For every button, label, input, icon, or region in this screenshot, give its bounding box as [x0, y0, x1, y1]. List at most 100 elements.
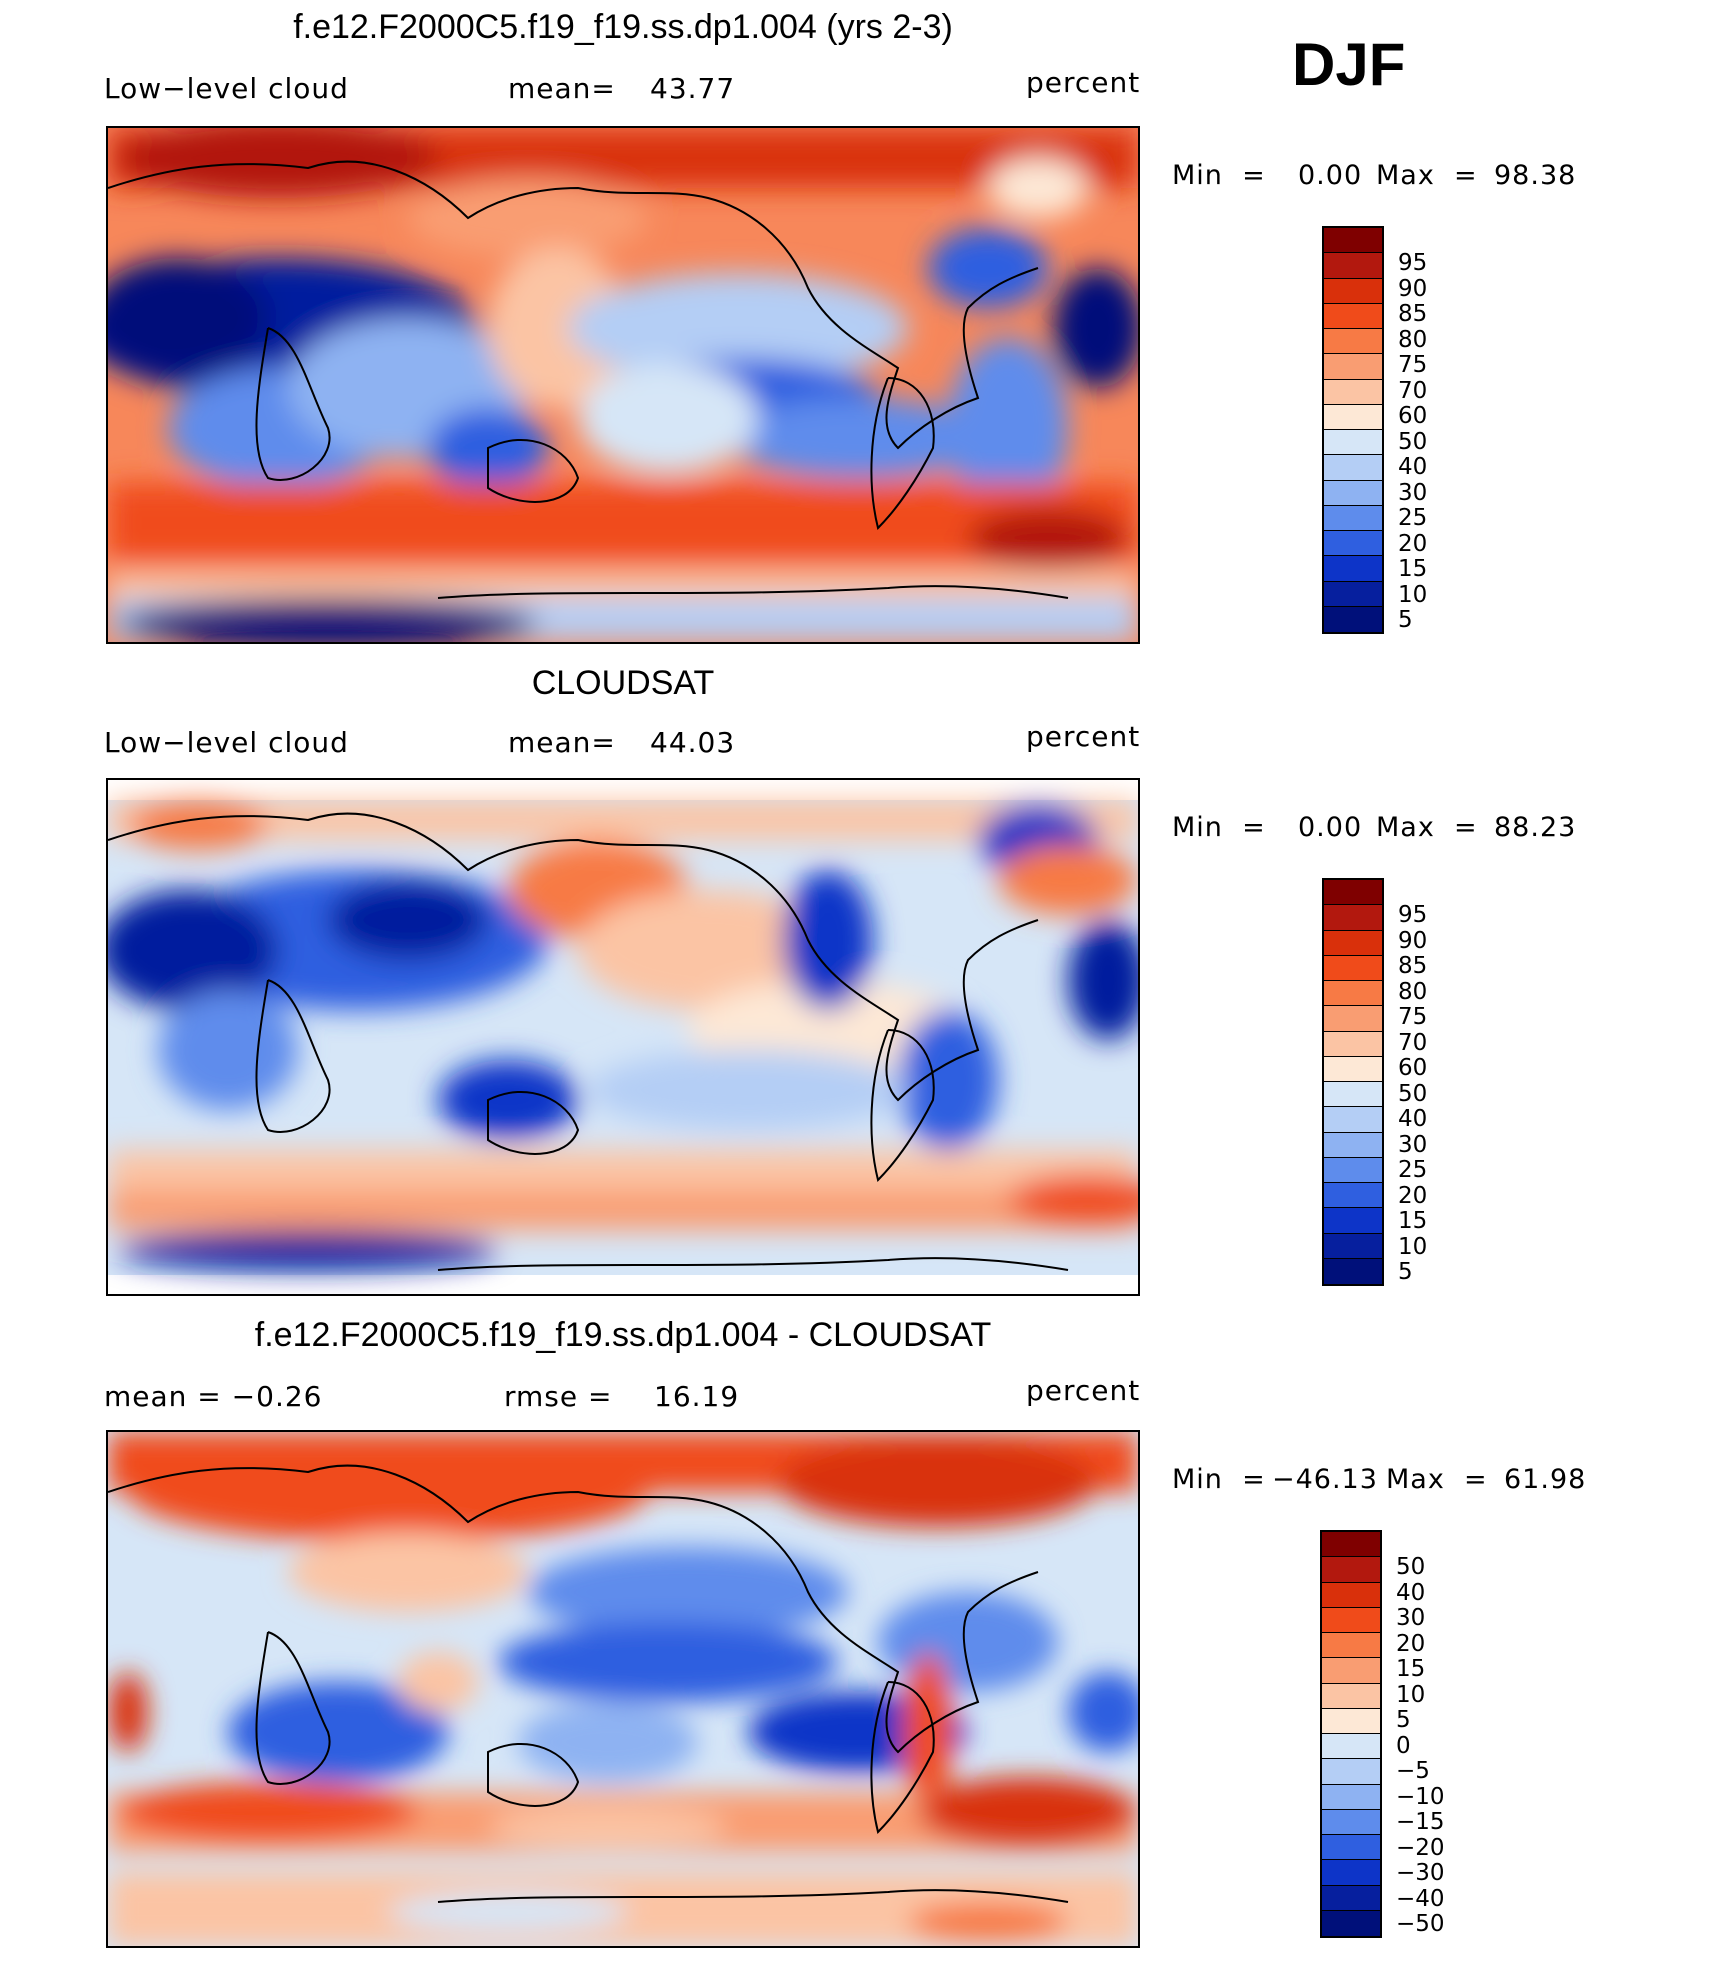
panel-3-map-field	[108, 1432, 1138, 1946]
colorbar-label: 40	[1398, 1106, 1428, 1133]
colorbar-label: 20	[1398, 530, 1428, 557]
colorbar-swatch	[1324, 1208, 1382, 1234]
colorbar-label: −20	[1396, 1834, 1445, 1861]
colorbar-label: 60	[1398, 403, 1428, 430]
panel-3-max-label: Max =	[1386, 1464, 1488, 1495]
colorbar-swatch	[1324, 228, 1382, 254]
colorbar-label: 60	[1398, 1055, 1428, 1082]
colorbar-swatch	[1324, 1258, 1382, 1284]
panel-2-title: CLOUDSAT	[531, 664, 715, 702]
colorbar-swatch	[1324, 1183, 1382, 1209]
colorbar-swatch	[1324, 278, 1382, 304]
colorbar-swatch	[1324, 354, 1382, 380]
panel-1-units: percent	[1026, 66, 1141, 99]
colorbar-label: −50	[1396, 1911, 1445, 1938]
colorbar-swatch	[1324, 1056, 1382, 1082]
colorbar-label: 50	[1396, 1554, 1426, 1581]
panel-3-title: f.e12.F2000C5.f19_f19.ss.dp1.004 - CLOUD…	[254, 1316, 992, 1354]
colorbar-label: 10	[1398, 1233, 1428, 1260]
colorbar-label: 5	[1398, 607, 1413, 634]
colorbar-label: 70	[1398, 1029, 1428, 1056]
panel-2-variable: Low−level cloud	[104, 726, 349, 759]
colorbar-swatch	[1324, 1233, 1382, 1259]
colorbar-swatch	[1324, 930, 1382, 956]
colorbar-swatch	[1324, 1132, 1382, 1158]
colorbar-swatch	[1324, 480, 1382, 506]
colorbar-label: 70	[1398, 377, 1428, 404]
colorbar-label: 90	[1398, 927, 1428, 954]
panel-1-min-label: Min =	[1172, 160, 1266, 191]
panel-3-min-value: −46.13	[1272, 1464, 1378, 1495]
panel-2-min-value: 0.00	[1298, 812, 1363, 843]
colorbar-label: 10	[1398, 581, 1428, 608]
colorbar-label: 30	[1398, 1131, 1428, 1158]
panel-2-min-label: Min =	[1172, 812, 1266, 843]
colorbar-swatch	[1324, 556, 1382, 582]
colorbar-label: 85	[1398, 301, 1428, 328]
colorbar-label: 15	[1396, 1656, 1426, 1683]
colorbar-label: 50	[1398, 1080, 1428, 1107]
colorbar-label: 20	[1398, 1182, 1428, 1209]
panel-2-map-field	[108, 780, 1138, 1294]
panel-1-map-field	[108, 128, 1138, 642]
panel-3-colorbar	[1320, 1530, 1382, 1938]
colorbar-swatch	[1324, 253, 1382, 279]
colorbar-swatch	[1324, 1157, 1382, 1183]
panel-3-map	[106, 1430, 1140, 1948]
colorbar-swatch	[1322, 1708, 1380, 1734]
panel-3-min-label: Min =	[1172, 1464, 1266, 1495]
colorbar-swatch	[1322, 1582, 1380, 1608]
colorbar-label: 15	[1398, 556, 1428, 583]
colorbar-label: 40	[1398, 454, 1428, 481]
colorbar-swatch	[1324, 505, 1382, 531]
panel-1-mean-label: mean=	[508, 72, 616, 105]
colorbar-label: 40	[1396, 1579, 1426, 1606]
colorbar-swatch	[1322, 1683, 1380, 1709]
colorbar-label: −15	[1396, 1809, 1445, 1836]
colorbar-swatch	[1322, 1784, 1380, 1810]
colorbar-swatch	[1322, 1759, 1380, 1785]
colorbar-swatch	[1322, 1835, 1380, 1861]
panel-3-mean: mean = −0.26	[104, 1380, 323, 1413]
colorbar-label: 20	[1396, 1630, 1426, 1657]
panel-2-colorbar	[1322, 878, 1384, 1286]
season-label: DJF	[1292, 31, 1406, 98]
panel-2-mean-value: 44.03	[650, 726, 736, 759]
colorbar-swatch	[1324, 303, 1382, 329]
colorbar-swatch	[1324, 1031, 1382, 1057]
panel-1-variable: Low−level cloud	[104, 72, 349, 105]
colorbar-swatch	[1324, 1107, 1382, 1133]
panel-1-coastlines	[108, 160, 1069, 599]
colorbar-swatch	[1324, 981, 1382, 1007]
panel-3-max-value: 61.98	[1504, 1464, 1587, 1495]
colorbar-label: −40	[1396, 1885, 1445, 1912]
colorbar-swatch	[1324, 581, 1382, 607]
panel-1-colorbar-labels: 95 90 85 80 75 70 60 50 40 30 25 20 15 10 5	[1398, 240, 1458, 633]
colorbar-swatch	[1322, 1658, 1380, 1684]
colorbar-label: 80	[1398, 978, 1428, 1005]
colorbar-label: 10	[1396, 1681, 1426, 1708]
colorbar-swatch	[1324, 1082, 1382, 1108]
colorbar-label: 85	[1398, 953, 1428, 980]
colorbar-label: 30	[1398, 479, 1428, 506]
colorbar-swatch	[1324, 404, 1382, 430]
colorbar-label: 75	[1398, 1004, 1428, 1031]
colorbar-label: −30	[1396, 1860, 1445, 1887]
colorbar-swatch	[1324, 329, 1382, 355]
colorbar-label: 5	[1398, 1259, 1413, 1286]
colorbar-label: 0	[1396, 1732, 1411, 1759]
colorbar-swatch	[1324, 430, 1382, 456]
colorbar-label: 25	[1398, 505, 1428, 532]
colorbar-label: 75	[1398, 352, 1428, 379]
colorbar-label: 95	[1398, 902, 1428, 929]
colorbar-label: 50	[1398, 428, 1428, 455]
colorbar-label: 5	[1396, 1707, 1411, 1734]
colorbar-swatch	[1322, 1734, 1380, 1760]
panel-2-max-label: Max =	[1376, 812, 1478, 843]
panel-2-colorbar-labels: 95 90 85 80 75 70 60 50 40 30 25 20 15 10 5	[1398, 892, 1458, 1285]
colorbar-swatch	[1324, 606, 1382, 632]
panel-1-colorbar	[1322, 226, 1384, 634]
colorbar-label: 80	[1398, 326, 1428, 353]
panel-1-max-label: Max =	[1376, 160, 1478, 191]
colorbar-swatch	[1324, 1006, 1382, 1032]
